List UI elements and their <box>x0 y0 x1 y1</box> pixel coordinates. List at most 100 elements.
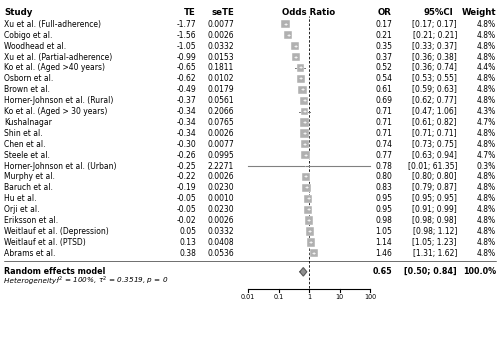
Text: 1.05: 1.05 <box>375 227 392 236</box>
Text: 0.0153: 0.0153 <box>208 52 234 61</box>
Text: 0.74: 0.74 <box>375 140 392 149</box>
Text: TE: TE <box>184 8 196 17</box>
Text: Study: Study <box>4 8 32 17</box>
Text: +: + <box>302 120 306 125</box>
Text: 100.0%: 100.0% <box>463 267 496 276</box>
Bar <box>304 206 312 214</box>
Text: [0.21; 0.21]: [0.21; 0.21] <box>412 31 457 40</box>
Text: [0.50; 0.84]: [0.50; 0.84] <box>404 267 457 276</box>
Text: 0.54: 0.54 <box>375 74 392 83</box>
Text: 100: 100 <box>364 294 376 300</box>
Bar <box>304 195 312 203</box>
Bar <box>302 173 310 181</box>
Text: [0.17; 0.17]: [0.17; 0.17] <box>412 20 457 29</box>
Text: [0.80; 0.80]: [0.80; 0.80] <box>412 172 457 182</box>
Text: +: + <box>308 240 313 245</box>
Text: Kushalnagar: Kushalnagar <box>4 118 52 127</box>
Text: Hu et al.: Hu et al. <box>4 194 36 203</box>
Text: 4.8%: 4.8% <box>477 194 496 203</box>
Bar <box>302 184 310 192</box>
Text: +: + <box>286 33 290 38</box>
Text: [0.71; 0.71]: [0.71; 0.71] <box>412 129 457 138</box>
Text: Odds Ratio: Odds Ratio <box>282 8 336 17</box>
Text: Orji et al.: Orji et al. <box>4 205 40 214</box>
Text: 0.01: 0.01 <box>241 294 255 300</box>
Text: seTE: seTE <box>211 8 234 17</box>
Text: Eriksson et al.: Eriksson et al. <box>4 216 58 225</box>
Bar <box>310 249 318 257</box>
Text: +: + <box>294 55 298 60</box>
Text: +: + <box>302 109 306 114</box>
Text: -0.49: -0.49 <box>176 85 196 94</box>
Text: -0.34: -0.34 <box>176 107 196 116</box>
Text: 0.71: 0.71 <box>375 118 392 127</box>
Text: 0.0561: 0.0561 <box>208 96 234 105</box>
Text: 0.0536: 0.0536 <box>208 249 234 258</box>
Text: 0.0077: 0.0077 <box>208 140 234 149</box>
Text: +: + <box>284 22 288 27</box>
Text: $I^2$ = 100%, $\tau^2$ = 0.3519, p = 0: $I^2$ = 100%, $\tau^2$ = 0.3519, p = 0 <box>56 275 168 287</box>
Text: Heterogeneity:: Heterogeneity: <box>4 278 61 284</box>
Bar <box>292 53 300 61</box>
Text: 4.8%: 4.8% <box>477 31 496 40</box>
Text: -0.30: -0.30 <box>176 140 196 149</box>
Text: -1.77: -1.77 <box>176 20 196 29</box>
Bar <box>300 97 308 105</box>
Text: 0.52: 0.52 <box>375 64 392 73</box>
Text: 0.0102: 0.0102 <box>208 74 234 83</box>
Text: [0.36; 0.38]: [0.36; 0.38] <box>412 52 457 61</box>
Text: 0.0026: 0.0026 <box>208 216 234 225</box>
Bar <box>300 129 308 137</box>
Bar <box>296 75 305 83</box>
Text: 0.0026: 0.0026 <box>208 31 234 40</box>
Bar <box>296 64 304 72</box>
Text: -0.05: -0.05 <box>176 205 196 214</box>
Text: Ko et al. (Aged > 30 years): Ko et al. (Aged > 30 years) <box>4 107 108 116</box>
Text: 0.0077: 0.0077 <box>208 20 234 29</box>
Bar <box>291 42 299 50</box>
Text: Brown et al.: Brown et al. <box>4 85 50 94</box>
Text: Weitlauf et al. (Depression): Weitlauf et al. (Depression) <box>4 227 109 236</box>
Text: 0.0026: 0.0026 <box>208 129 234 138</box>
Text: Chen et al.: Chen et al. <box>4 140 45 149</box>
Text: -0.05: -0.05 <box>176 194 196 203</box>
Polygon shape <box>300 268 306 276</box>
Text: Random effects model: Random effects model <box>4 267 106 276</box>
Text: -0.25: -0.25 <box>176 162 196 171</box>
Text: 4.7%: 4.7% <box>477 151 496 160</box>
Text: -0.62: -0.62 <box>176 74 196 83</box>
Text: [1.31; 1.62]: [1.31; 1.62] <box>412 249 457 258</box>
Text: [1.05; 1.23]: [1.05; 1.23] <box>412 238 457 247</box>
Text: Xu et al. (Partial-adherence): Xu et al. (Partial-adherence) <box>4 52 112 61</box>
Text: Weitlauf et al. (PTSD): Weitlauf et al. (PTSD) <box>4 238 86 247</box>
Text: [0.33; 0.37]: [0.33; 0.37] <box>412 42 457 51</box>
Text: 0.37: 0.37 <box>375 52 392 61</box>
Text: Horner-Johnson et al. (Urban): Horner-Johnson et al. (Urban) <box>4 162 116 171</box>
Text: +: + <box>298 65 302 70</box>
Text: Baruch et al.: Baruch et al. <box>4 183 53 192</box>
Text: +: + <box>302 131 306 136</box>
Text: 0.0026: 0.0026 <box>208 172 234 182</box>
Text: 0.95: 0.95 <box>375 194 392 203</box>
Text: 0.83: 0.83 <box>375 183 392 192</box>
Text: 4.3%: 4.3% <box>477 107 496 116</box>
Text: 4.8%: 4.8% <box>477 172 496 182</box>
Text: 0.0408: 0.0408 <box>208 238 234 247</box>
Text: [0.95; 0.95]: [0.95; 0.95] <box>412 194 457 203</box>
Text: Ko et al. (Aged >40 years): Ko et al. (Aged >40 years) <box>4 64 105 73</box>
Text: Cobigo et al.: Cobigo et al. <box>4 31 52 40</box>
Text: [0.61; 0.82]: [0.61; 0.82] <box>412 118 457 127</box>
Text: +: + <box>304 153 308 158</box>
Text: Horner-Johnson et al. (Rural): Horner-Johnson et al. (Rural) <box>4 96 114 105</box>
Text: 4.8%: 4.8% <box>477 129 496 138</box>
Text: 0.0179: 0.0179 <box>208 85 234 94</box>
Text: [0.59; 0.63]: [0.59; 0.63] <box>412 85 457 94</box>
Text: 4.8%: 4.8% <box>477 140 496 149</box>
Text: +: + <box>293 44 297 49</box>
Text: [0.73; 0.75]: [0.73; 0.75] <box>412 140 457 149</box>
Text: OR: OR <box>378 8 392 17</box>
Text: 0.0995: 0.0995 <box>208 151 234 160</box>
Text: 4.8%: 4.8% <box>477 238 496 247</box>
Text: [0.98; 1.12]: [0.98; 1.12] <box>412 227 457 236</box>
Bar <box>284 31 292 39</box>
